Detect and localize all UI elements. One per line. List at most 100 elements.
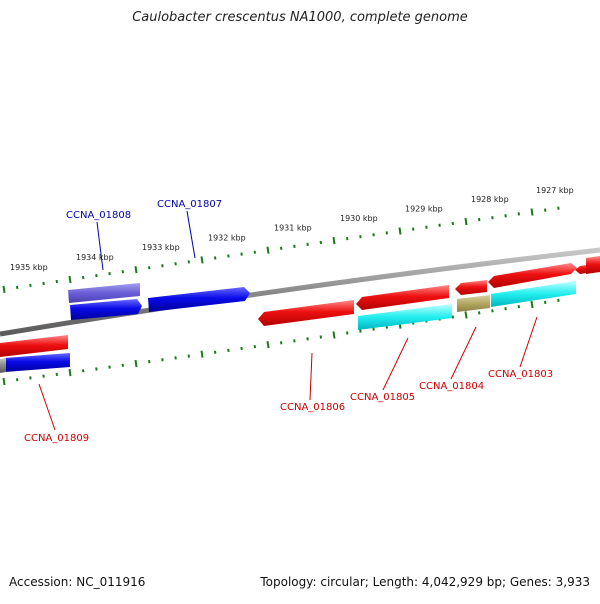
gene-feature-ccna-01807[interactable]: [148, 287, 250, 312]
gene-feature-ccna-01804[interactable]: [457, 295, 490, 312]
tick-label: 1930 kbp: [340, 214, 378, 223]
upper-scale-minor-tick: [187, 260, 191, 264]
upper-scale-major-tick: [530, 208, 534, 216]
gene-feature-ccna-01809[interactable]: [5, 353, 70, 372]
upper-scale-minor-tick: [121, 270, 125, 274]
lower-scale-minor-tick: [359, 329, 362, 333]
upper-scale-minor-tick: [504, 214, 507, 218]
upper-scale-major-tick: [464, 217, 468, 226]
lower-scale-minor-tick: [345, 331, 349, 335]
leader-line-ccna-01808: [96, 221, 104, 271]
upper-scale-minor-tick: [147, 266, 151, 270]
gene-feature-ccna-01803-upper[interactable]: [488, 263, 577, 288]
map-title: Caulobacter crescentus NA1000, complete …: [132, 10, 468, 25]
lower-scale-major-tick: [200, 350, 204, 358]
upper-scale-major-tick: [134, 266, 138, 274]
lower-scale-major-tick: [2, 377, 6, 386]
tick-label: 1927 kbp: [536, 186, 574, 195]
lower-scale-minor-tick: [55, 372, 58, 377]
gene-feature-ccna-01805[interactable]: [358, 304, 452, 330]
lower-scale-minor-tick: [174, 356, 177, 360]
lower-scale-minor-tick: [16, 378, 19, 382]
tick-marks: [2, 208, 534, 386]
gene-feature-ccna-01805-upper[interactable]: [356, 285, 449, 310]
lower-scale-major-tick: [464, 311, 468, 319]
lower-scale-major-tick: [134, 359, 138, 368]
gene-feature-forward-reverse-a[interactable]: [0, 335, 68, 357]
upper-scale-minor-tick: [411, 227, 415, 231]
gene-feature-partial-left[interactable]: [0, 358, 6, 373]
upper-scale-minor-tick: [491, 216, 494, 220]
lower-scale-minor-tick: [29, 376, 32, 380]
upper-scale-major-tick: [2, 285, 6, 294]
lower-scale-minor-tick: [451, 315, 455, 319]
lower-scale-minor-tick: [42, 374, 45, 378]
upper-scale-minor-tick: [81, 275, 85, 280]
gene-label-ccna-01806[interactable]: CCNA_01806: [280, 402, 345, 413]
upper-scale-minor-tick: [279, 246, 283, 250]
upper-scale-minor-tick: [213, 256, 217, 260]
leader-line-ccna-01804: [450, 326, 477, 380]
tick-label: 1935 kbp: [10, 263, 48, 272]
upper-scale-minor-tick: [306, 242, 309, 247]
lower-scale-minor-tick: [82, 369, 85, 373]
tick-label: 1928 kbp: [471, 195, 509, 204]
gene-label-ccna-01807[interactable]: CCNA_01807: [157, 199, 222, 210]
gene-feature-ccna-01803[interactable]: [491, 281, 576, 307]
upper-scale-minor-tick: [55, 279, 59, 284]
leader-line-ccna-01806: [309, 352, 313, 401]
lower-scale-minor-tick: [227, 348, 230, 353]
upper-scale-minor-tick: [345, 236, 349, 241]
upper-scale-minor-tick: [372, 233, 375, 237]
gene-feature-edge-right-b[interactable]: [586, 256, 600, 274]
lower-scale-major-tick: [530, 300, 534, 309]
genome-backbone: [0, 247, 600, 337]
lower-scale-minor-tick: [148, 359, 151, 364]
gene-label-ccna-01808[interactable]: CCNA_01808: [66, 210, 131, 221]
genome-summary-text: Topology: circular; Length: 4,042,929 bp…: [260, 575, 590, 589]
gene-feature-ccna-01808[interactable]: [68, 283, 140, 303]
tick-label: 1932 kbp: [208, 233, 246, 242]
lower-scale-minor-tick: [95, 367, 98, 371]
lower-scale-minor-tick: [187, 354, 191, 358]
gene-feature-forward-a[interactable]: [70, 299, 142, 320]
upper-scale-minor-tick: [108, 271, 111, 276]
gene-label-ccna-01809[interactable]: CCNA_01809: [24, 433, 89, 444]
upper-scale-minor-tick: [240, 252, 243, 256]
gene-feature-ccna-01804-upper[interactable]: [455, 280, 487, 295]
leader-line-ccna-01805: [382, 337, 409, 391]
upper-scale-major-tick: [200, 256, 204, 264]
lower-scale-minor-tick: [517, 304, 521, 309]
lower-scale-minor-tick: [557, 298, 560, 302]
upper-scale-major-tick: [398, 227, 402, 235]
lower-scale-minor-tick: [543, 300, 547, 305]
upper-scale-minor-tick: [253, 250, 257, 254]
upper-scale-minor-tick: [385, 231, 389, 235]
lower-scale-minor-tick: [504, 307, 507, 311]
lower-scale-minor-tick: [121, 363, 124, 367]
lower-scale-major-tick: [266, 341, 270, 349]
upper-scale-minor-tick: [15, 285, 19, 290]
lower-scale-major-tick: [332, 331, 336, 339]
upper-scale-minor-tick: [451, 221, 455, 226]
lower-scale-minor-tick: [279, 341, 283, 345]
gene-label-ccna-01805[interactable]: CCNA_01805: [350, 392, 415, 403]
lower-scale-minor-tick: [477, 311, 481, 315]
upper-scale-major-tick: [68, 275, 72, 284]
upper-scale-minor-tick: [477, 217, 481, 222]
leader-line-ccna-01809: [38, 383, 56, 431]
upper-scale-minor-tick: [29, 283, 32, 288]
lower-scale-minor-tick: [240, 346, 243, 351]
upper-scale-minor-tick: [95, 273, 98, 278]
tick-label: 1931 kbp: [274, 224, 312, 233]
gene-feature-ccna-01806[interactable]: [258, 300, 354, 326]
upper-scale-major-tick: [266, 246, 270, 254]
upper-scale-minor-tick: [438, 223, 441, 227]
gene-label-ccna-01804[interactable]: CCNA_01804: [419, 381, 484, 392]
gene-label-ccna-01803[interactable]: CCNA_01803: [488, 369, 553, 380]
upper-scale-minor-tick: [42, 281, 45, 286]
upper-scale-minor-tick: [359, 235, 362, 239]
upper-scale-minor-tick: [425, 225, 428, 229]
lower-scale-minor-tick: [253, 344, 257, 349]
